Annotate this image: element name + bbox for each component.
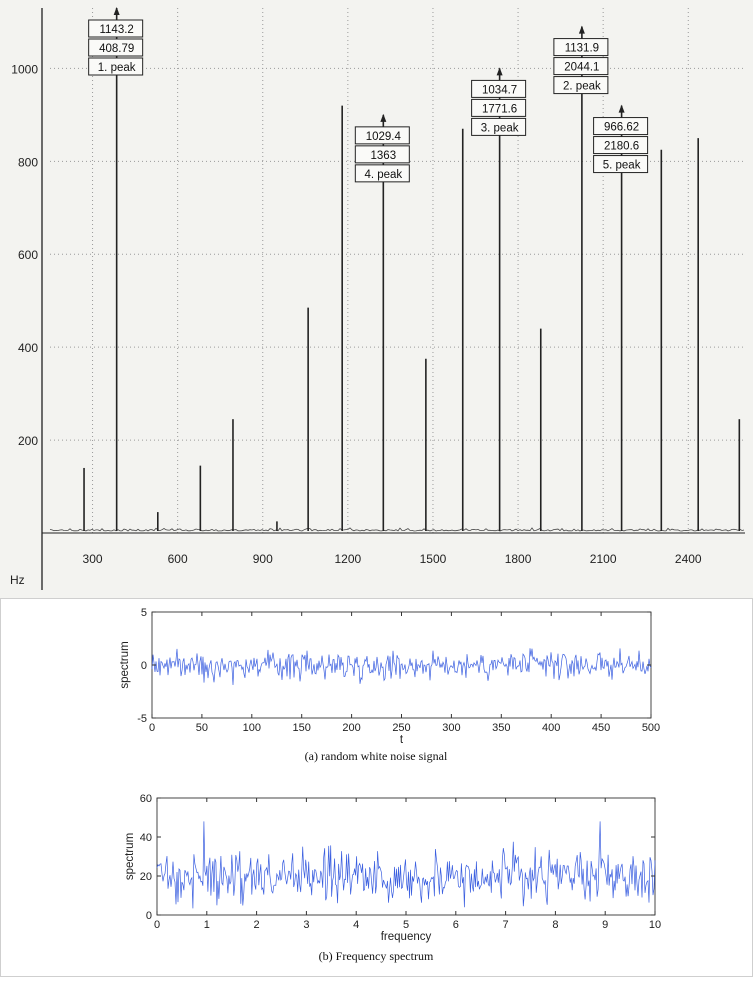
x-tick-label: 250 [392, 722, 410, 734]
noise-figure-charts: 0 50 100 150 200 250 300 350 400 450 500-505tspect… [0, 598, 753, 977]
y-axis-label: spectrum [124, 833, 136, 880]
y-tick-label: 800 [18, 155, 38, 169]
x-tick-label: 3 [303, 919, 309, 931]
x-tick-label: 350 [492, 722, 510, 734]
y-tick-label: 1000 [11, 62, 38, 76]
annotation-box [593, 155, 649, 174]
annotation-box [593, 117, 649, 136]
x-tick-label: 5 [403, 919, 409, 931]
x-tick-label: 300 [83, 552, 103, 566]
noise-figure-panel: 0 50 100 150 200 250 300 350 400 450 500 -5 0 5 t spect… [0, 598, 753, 977]
x-tick-label: 150 [293, 722, 311, 734]
x-tick-label: 1800 [505, 552, 532, 566]
annotation-label: 1143.2 [99, 24, 133, 36]
annotation-box [88, 19, 144, 38]
annotation-label: 966.62 [604, 122, 639, 134]
annotation-box [88, 57, 144, 76]
x-tick-label: 450 [592, 722, 610, 734]
peak-marker-arrow [496, 67, 503, 76]
annotation-label: 408.79 [99, 43, 134, 55]
annotation-label: 2180.6 [604, 141, 639, 153]
x-tick-label: 400 [542, 722, 560, 734]
x-tick-label: 2100 [590, 552, 617, 566]
noise-floor-line [49, 527, 745, 532]
annotation-box [354, 164, 410, 183]
x-tick-label: 1500 [420, 552, 447, 566]
y-tick-label: 40 [140, 832, 152, 844]
y-tick-label: -5 [137, 713, 147, 725]
x-tick-label: 0 [149, 722, 155, 734]
annotation-box [354, 145, 410, 164]
x-tick-label: 7 [503, 919, 509, 931]
annotation-label: 1771.6 [482, 103, 517, 115]
x-tick-label: 50 [196, 722, 208, 734]
annotation-box [354, 126, 410, 145]
annotation-label: 1363 [371, 150, 397, 162]
annotation-box [88, 38, 144, 57]
y-tick-label: 60 [140, 793, 152, 805]
x-tick-label: 300 [442, 722, 460, 734]
y-tick-label: 0 [141, 660, 147, 672]
figure-caption: (b) Frequency spectrum [319, 949, 434, 963]
annotation-box [471, 79, 527, 98]
annotation-label: 1029.4 [366, 131, 402, 143]
signal-line [151, 648, 652, 686]
y-tick-label: 400 [18, 341, 38, 355]
y-axis-label: spectrum [119, 641, 131, 688]
x-tick-label: 1200 [335, 552, 362, 566]
x-unit-label: Hz [10, 573, 25, 587]
y-tick-label: 5 [141, 607, 147, 619]
annotation-label: 5. peak [603, 160, 641, 172]
x-tick-label: 900 [253, 552, 273, 566]
x-tick-label: 200 [342, 722, 360, 734]
annotation-label: 4. peak [364, 169, 402, 181]
x-tick-label: 2 [254, 919, 260, 931]
x-tick-label: 6 [453, 919, 459, 931]
peak-marker-arrow [113, 7, 120, 15]
plot-frame [151, 611, 652, 719]
x-tick-label: 600 [168, 552, 188, 566]
annotation-box [593, 136, 649, 155]
x-tick-label: 100 [243, 722, 261, 734]
annotation-label: 2044.1 [564, 62, 599, 74]
y-tick-label: 200 [18, 434, 38, 448]
figure-caption: (a) random white noise signal [305, 749, 448, 763]
y-tick-label: 20 [140, 871, 152, 883]
peak-marker-arrow [578, 25, 585, 34]
x-axis-label: frequency [381, 931, 432, 943]
annotation-box [553, 57, 609, 76]
peak-spectrum-chart: 200 400 600 800 1000 300 600 900 1200 1500 1800 210… [10, 7, 745, 590]
y-tick-label: 0 [146, 910, 152, 922]
x-tick-label: 2400 [675, 552, 702, 566]
peak-marker-arrow [380, 113, 387, 122]
annotation-box [553, 76, 609, 95]
x-axis-label: t [400, 734, 404, 746]
annotation-box [471, 117, 527, 136]
y-tick-label: 600 [18, 248, 38, 262]
x-tick-label: 0 [154, 919, 160, 931]
annotation-box [471, 98, 527, 117]
x-tick-label: 500 [642, 722, 660, 734]
annotation-label: 1034.7 [482, 84, 517, 96]
x-tick-label: 8 [552, 919, 558, 931]
annotation-label: 1131.9 [565, 43, 599, 55]
x-tick-label: 1 [204, 919, 210, 931]
peak-marker-arrow [618, 104, 625, 113]
x-tick-label: 4 [353, 919, 359, 931]
annotation-label: 3. peak [481, 122, 519, 134]
annotation-label: 1. peak [98, 62, 136, 74]
peak-spectrum-panel: 200 400 600 800 1000 300 600 900 1200 1500 1800 210… [0, 0, 753, 598]
x-tick-label: 10 [649, 919, 661, 931]
signal-line [156, 821, 656, 909]
annotation-label: 2. peak [563, 81, 601, 93]
annotation-box [553, 38, 609, 57]
x-tick-label: 9 [602, 919, 608, 931]
